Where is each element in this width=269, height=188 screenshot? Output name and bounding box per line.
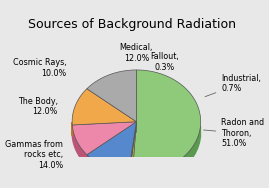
PathPatch shape <box>72 89 136 125</box>
Polygon shape <box>130 173 132 184</box>
Text: Cosmic Rays,
10.0%: Cosmic Rays, 10.0% <box>13 58 67 78</box>
Text: The Body,
12.0%: The Body, 12.0% <box>18 97 58 116</box>
Polygon shape <box>132 126 200 184</box>
Text: Radon and
Thoron,
51.0%: Radon and Thoron, 51.0% <box>203 118 264 148</box>
Text: Gammas from
rocks etc,
14.0%: Gammas from rocks etc, 14.0% <box>5 140 63 170</box>
Text: Medical,
12.0%: Medical, 12.0% <box>120 43 153 63</box>
Polygon shape <box>72 125 87 165</box>
PathPatch shape <box>130 122 136 173</box>
PathPatch shape <box>128 122 136 173</box>
PathPatch shape <box>87 70 136 122</box>
PathPatch shape <box>72 122 136 155</box>
Text: Industrial,
0.7%: Industrial, 0.7% <box>205 74 261 97</box>
Polygon shape <box>87 155 128 184</box>
Text: Fallout,
0.3%: Fallout, 0.3% <box>151 52 179 72</box>
Polygon shape <box>128 173 130 184</box>
PathPatch shape <box>87 122 136 173</box>
Title: Sources of Background Radiation: Sources of Background Radiation <box>28 18 236 31</box>
PathPatch shape <box>132 70 201 174</box>
